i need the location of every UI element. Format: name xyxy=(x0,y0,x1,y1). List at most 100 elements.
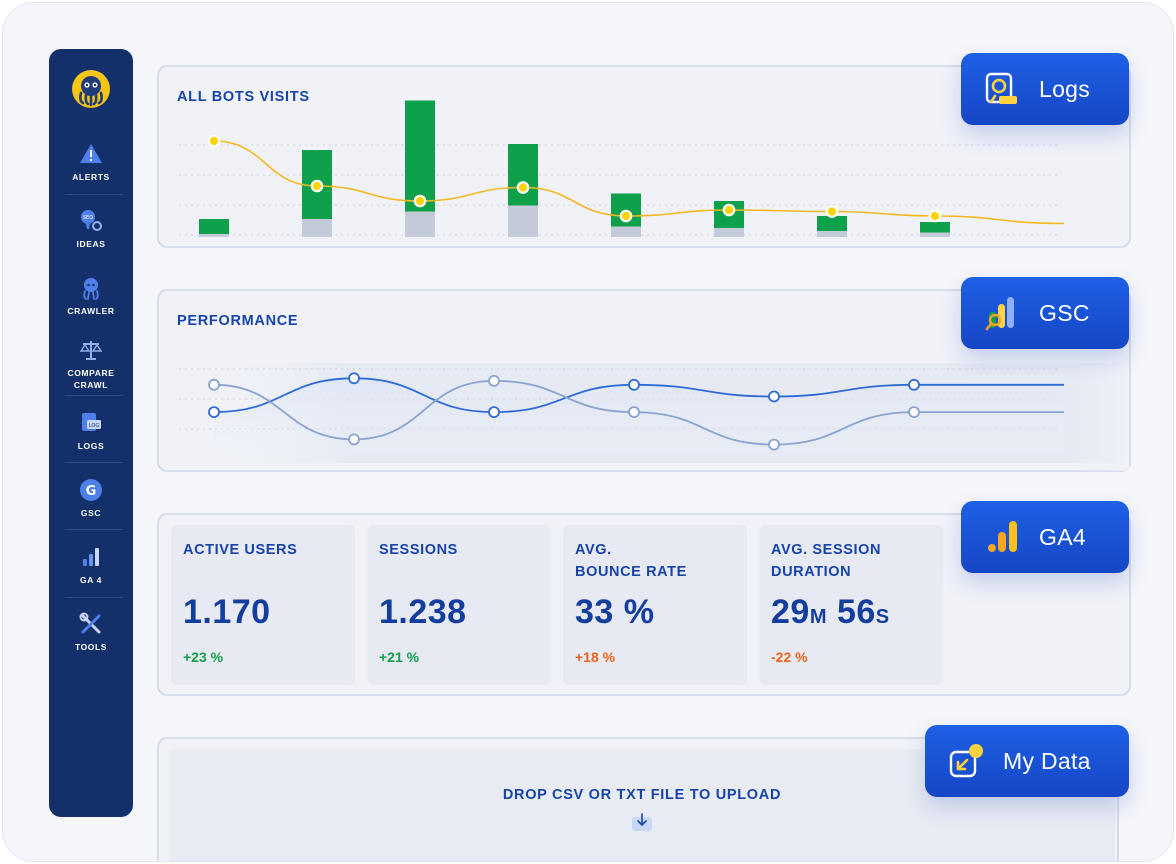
sidebar-item-label: GSC xyxy=(80,508,102,518)
svg-text:G: G xyxy=(86,484,97,499)
metric-bounce-rate: AVG. BOUNCE RATE 33 % +18 % xyxy=(563,525,747,685)
gsc-badge-button[interactable]: GSC xyxy=(961,277,1129,349)
visits-bar xyxy=(920,222,950,233)
metric-value: 1.238 xyxy=(379,593,467,631)
minutes-value: 29 xyxy=(771,593,810,631)
seo-ideas-icon: SEO xyxy=(81,210,102,231)
my-data-badge-button[interactable]: My Data xyxy=(925,725,1129,797)
metric-label: SESSIONS xyxy=(379,542,458,558)
sidebar-divider xyxy=(65,597,123,598)
series-point xyxy=(628,406,640,418)
metric-delta: +18 % xyxy=(575,649,616,665)
trend-point xyxy=(413,194,427,208)
base-bar xyxy=(920,232,950,237)
metric-label: AVG. SESSION DURATION xyxy=(771,542,882,580)
log-file-icon: LOG xyxy=(82,413,101,431)
google-search-console-icon xyxy=(985,297,1014,331)
metric-value: 33 % xyxy=(575,593,655,631)
badge-label: GSC xyxy=(1039,299,1090,326)
sidebar-item-alerts[interactable]: ALERTS xyxy=(49,141,133,183)
trend-point xyxy=(310,179,324,193)
visits-bar xyxy=(508,144,538,206)
ga4-badge-button[interactable]: GA4 xyxy=(961,501,1129,573)
my-data-card: DROP CSV OR TXT FILE TO UPLOAD xyxy=(157,737,1119,861)
sidebar-item-label: COMPARE CRAWL xyxy=(67,368,115,390)
series-point xyxy=(348,433,360,446)
octopus-crawler-icon xyxy=(83,278,99,300)
metric-active-users: ACTIVE USERS 1.170 +23 % xyxy=(171,525,355,685)
metric-delta: +21 % xyxy=(379,649,420,665)
series-point xyxy=(208,406,220,418)
trend-point xyxy=(619,209,633,223)
sidebar-item-label: CRAWLER xyxy=(67,306,115,316)
ga4-metrics-card: ACTIVE USERS 1.170 +23 % SESSIONS 1.238 … xyxy=(157,513,1131,696)
metric-value: 1.170 xyxy=(183,593,271,631)
sidebar-item-tools[interactable]: TOOLS xyxy=(49,611,133,653)
badge-label: My Data xyxy=(1003,747,1091,774)
sidebar-item-crawler[interactable]: CRAWLER xyxy=(49,275,133,317)
series-point xyxy=(908,378,920,391)
badge-label: GA4 xyxy=(1039,523,1086,550)
wrench-screwdriver-icon xyxy=(79,612,101,634)
google-g-icon: G xyxy=(80,479,102,501)
series-point xyxy=(348,372,360,385)
sidebar-item-ga4[interactable]: GA 4 xyxy=(49,544,133,586)
alert-icon xyxy=(80,144,102,163)
sidebar: ALERTS SEO IDEAS CRAWLER xyxy=(49,49,133,817)
series-area xyxy=(214,378,1064,463)
fade-overlay xyxy=(859,351,1129,471)
sidebar-divider xyxy=(65,194,123,195)
sidebar-item-ideas[interactable]: SEO IDEAS xyxy=(49,208,133,250)
seconds-value: 56 xyxy=(836,593,876,631)
metric-sessions: SESSIONS 1.238 +21 % xyxy=(367,525,551,685)
metric-session-duration: AVG. SESSION DURATION 29M 56S -22 % xyxy=(759,525,943,685)
trend-point xyxy=(825,205,839,218)
base-bar xyxy=(508,205,538,237)
bar-chart-icon xyxy=(83,548,99,566)
google-analytics-icon xyxy=(988,521,1017,552)
trend-point xyxy=(722,203,736,217)
metric-delta: +23 % xyxy=(183,649,224,665)
sidebar-item-label: ALERTS xyxy=(72,172,110,182)
bots-visits-card: ALL BOTS VISITS xyxy=(157,65,1131,248)
sidebar-divider xyxy=(65,395,123,396)
bots-visits-chart xyxy=(179,100,1065,237)
log-search-icon xyxy=(985,72,1017,104)
performance-card: PERFORMANCE xyxy=(157,289,1131,472)
sidebar-item-gsc[interactable]: G GSC xyxy=(49,477,133,519)
visits-bar xyxy=(199,219,229,234)
metric-value: 29M 56S xyxy=(771,593,890,632)
base-bar xyxy=(405,211,435,237)
card-title: PERFORMANCE xyxy=(177,313,299,329)
svg-text:LOG: LOG xyxy=(89,423,100,429)
series-point xyxy=(768,438,780,451)
trend-point xyxy=(516,181,530,194)
base-bar xyxy=(302,219,332,237)
sidebar-divider xyxy=(65,462,123,463)
base-bar xyxy=(199,234,229,237)
sidebar-item-label: IDEAS xyxy=(76,239,106,249)
series-point xyxy=(488,375,500,387)
trend-point xyxy=(207,134,221,148)
metric-label: ACTIVE USERS xyxy=(183,542,298,558)
sidebar-item-compare-crawl[interactable]: COMPARE CRAWL xyxy=(49,337,133,391)
metric-delta: -22 % xyxy=(771,649,808,665)
base-bar xyxy=(714,228,744,237)
sidebar-item-label: LOGS xyxy=(77,441,105,451)
series-point xyxy=(628,378,640,391)
metric-label: AVG. BOUNCE RATE xyxy=(575,542,687,580)
octopus-logo-icon[interactable] xyxy=(71,69,111,109)
base-bar xyxy=(611,226,641,237)
drop-zone-text: DROP CSV OR TXT FILE TO UPLOAD xyxy=(502,787,782,803)
series-point xyxy=(908,406,920,418)
visits-bar xyxy=(405,100,435,212)
logs-badge-button[interactable]: Logs xyxy=(961,53,1129,125)
sidebar-item-label: GA 4 xyxy=(80,575,102,585)
sidebar-item-logs[interactable]: LOG LOGS xyxy=(49,410,133,452)
sidebar-item-label: TOOLS xyxy=(74,642,108,652)
badge-label: Logs xyxy=(1039,75,1091,102)
scales-icon xyxy=(79,341,103,360)
upload-arrow-icon xyxy=(632,813,652,831)
card-title: ALL BOTS VISITS xyxy=(177,89,310,105)
series-point xyxy=(488,406,500,418)
